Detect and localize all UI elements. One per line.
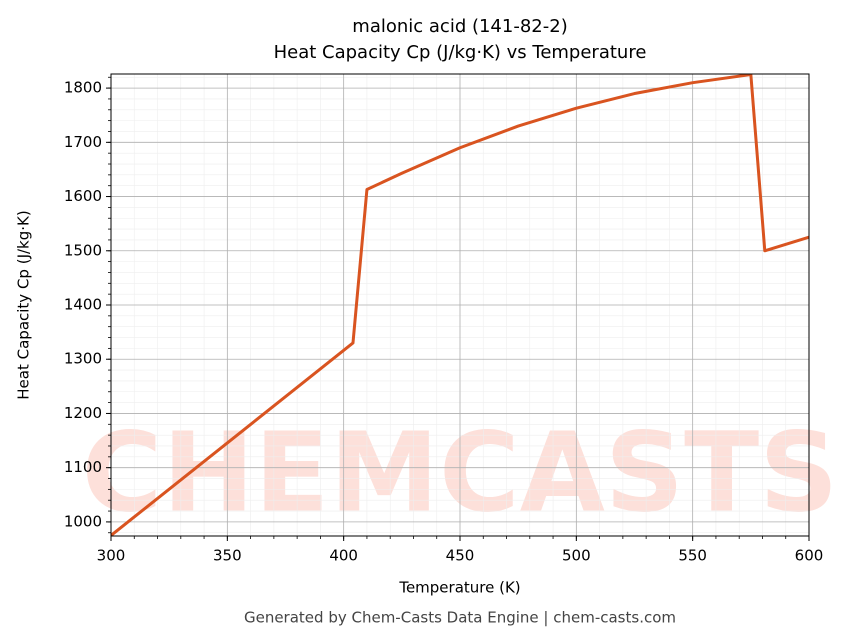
x-tick-label: 450	[446, 547, 475, 565]
plot-frame	[110, 73, 810, 537]
y-tick-label: 1200	[64, 404, 102, 422]
y-tick-label: 1500	[64, 241, 102, 259]
x-tick-label: 550	[678, 547, 707, 565]
y-tick-label: 1000	[64, 512, 102, 530]
y-tick-label: 1100	[64, 458, 102, 476]
x-tick-label: 400	[329, 547, 358, 565]
y-tick-label: 1300	[64, 350, 102, 368]
y-tick-label: 1700	[64, 133, 102, 151]
y-axis-label: Heat Capacity Cp (J/kg·K)	[15, 210, 33, 399]
footer: Generated by Chem-Casts Data Engine | ch…	[244, 609, 676, 627]
x-axis-label: Temperature (K)	[398, 579, 520, 597]
chart-title: malonic acid (141-82-2)	[352, 16, 567, 37]
x-tick-label: 350	[213, 547, 242, 565]
x-tick-label: 300	[97, 547, 126, 565]
x-tick-label: 500	[562, 547, 591, 565]
chart-subtitle: Heat Capacity Cp (J/kg·K) vs Temperature	[274, 42, 647, 63]
y-tick-label: 1600	[64, 187, 102, 205]
data-line	[111, 74, 809, 536]
y-tick-label: 1800	[64, 79, 102, 97]
x-tick-label: 600	[795, 547, 824, 565]
y-tick-label: 1400	[64, 296, 102, 314]
